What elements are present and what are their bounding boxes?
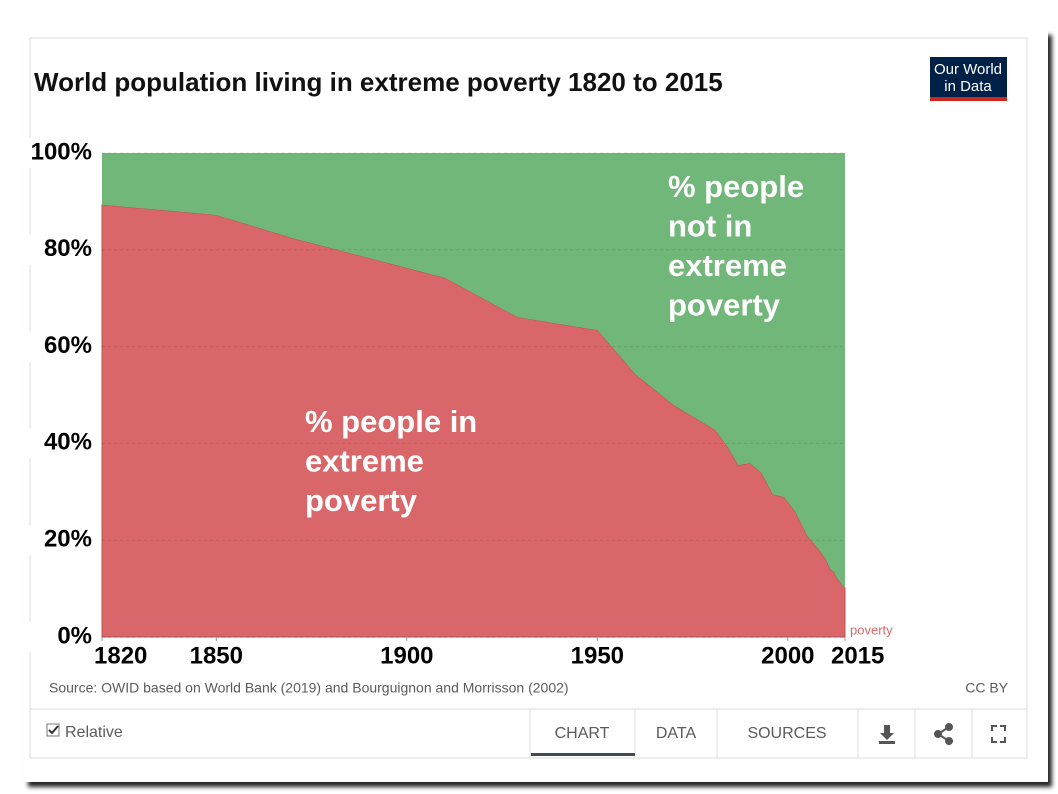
tick-label-bg bbox=[22, 428, 96, 459]
tick-label-bg bbox=[22, 331, 96, 362]
tick-label-bg bbox=[22, 525, 96, 556]
active-tab-underline bbox=[531, 753, 635, 756]
x-tick-label: 1820 bbox=[94, 642, 147, 669]
logo-text: Our World bbox=[934, 61, 1002, 78]
y-tick-label: 40% bbox=[44, 429, 92, 456]
y-tick-label: 60% bbox=[44, 332, 92, 359]
icon-shape bbox=[936, 726, 950, 742]
fullscreen-icon[interactable] bbox=[991, 725, 1006, 743]
legend-label: poverty bbox=[850, 622, 893, 637]
tabs: CHART DATA SOURCES bbox=[529, 709, 1006, 758]
y-tick-label: 20% bbox=[44, 526, 92, 553]
checkmark bbox=[48, 725, 59, 735]
y-tick-label: 80% bbox=[44, 235, 92, 262]
tick-label-bg bbox=[22, 234, 96, 265]
logo-text: in Data bbox=[944, 78, 992, 95]
icon-shape bbox=[879, 741, 895, 744]
annotation: extreme bbox=[668, 248, 787, 283]
x-tick-label: 2015 bbox=[831, 642, 884, 669]
x-tick-label: 1900 bbox=[380, 642, 433, 669]
tab[interactable]: CHART bbox=[555, 725, 610, 742]
checkbox-label: Relative bbox=[65, 724, 123, 741]
annotation: extreme bbox=[305, 444, 424, 479]
tick-label-bg bbox=[22, 138, 96, 168]
annotation: not in bbox=[668, 209, 752, 244]
annotation: % people in bbox=[305, 404, 477, 439]
tab[interactable]: SOURCES bbox=[747, 725, 826, 742]
area bbox=[102, 153, 845, 589]
x-tick-label: 2000 bbox=[761, 642, 814, 669]
annotation: % people bbox=[668, 169, 804, 204]
annotation: poverty bbox=[305, 483, 418, 518]
download-icon[interactable] bbox=[879, 725, 895, 744]
logo[interactable]: Our World in Data bbox=[930, 57, 1007, 101]
y-tick-label: 0% bbox=[57, 622, 92, 649]
tab[interactable]: DATA bbox=[656, 725, 697, 742]
license: CC BY bbox=[965, 680, 1008, 696]
tick-label-bg bbox=[22, 622, 96, 652]
icon-shape bbox=[991, 725, 1006, 743]
relative-toggle[interactable]: Relative bbox=[46, 723, 123, 741]
x-tick-label: 1950 bbox=[571, 642, 624, 669]
icon-shape bbox=[880, 725, 894, 740]
source-note: Source: OWID based on World Bank (2019) … bbox=[49, 680, 569, 696]
y-tick-label: 100% bbox=[31, 138, 92, 165]
chart-title: World population living in extreme pover… bbox=[34, 67, 723, 97]
share-icon[interactable] bbox=[934, 723, 953, 745]
annotation: poverty bbox=[668, 288, 781, 323]
logo-stripe bbox=[930, 97, 1007, 101]
x-tick-label: 1850 bbox=[190, 642, 243, 669]
logo-box bbox=[930, 57, 1007, 101]
